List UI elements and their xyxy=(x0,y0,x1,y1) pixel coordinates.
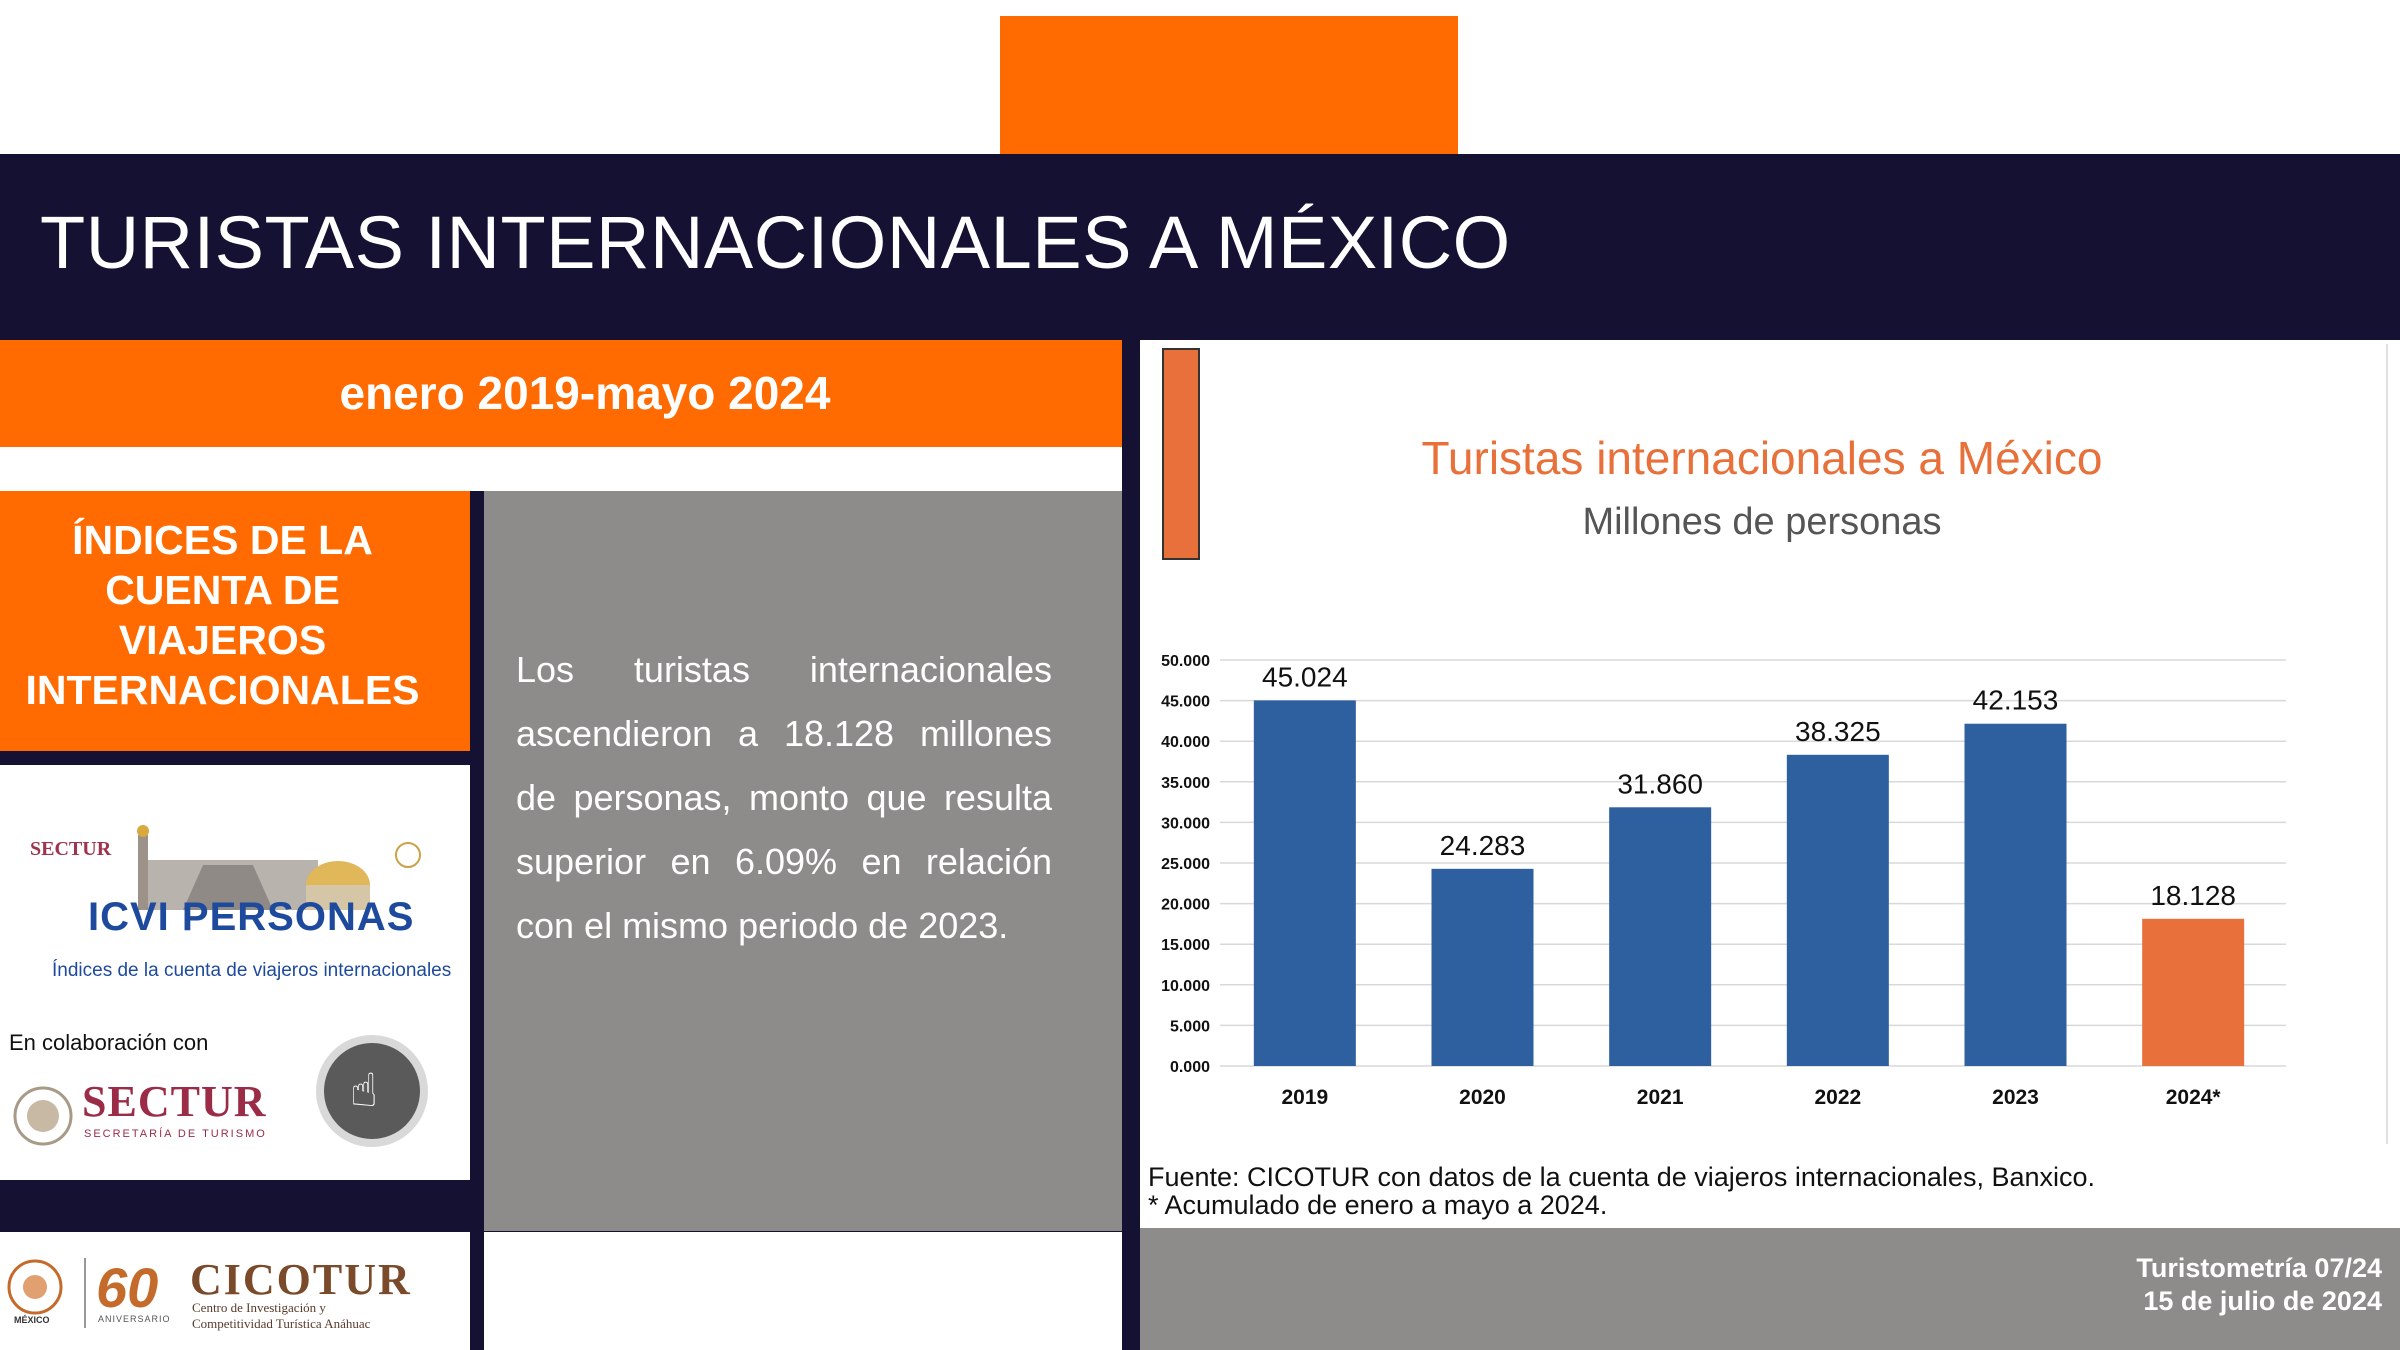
mexico-seal-icon xyxy=(13,1086,73,1146)
period-bar xyxy=(0,340,1122,447)
value-label: 42.153 xyxy=(1973,685,2059,716)
monuments-illustration xyxy=(137,825,421,910)
value-label: 38.325 xyxy=(1795,716,1881,747)
y-tick-label: 50.000 xyxy=(1161,653,1210,670)
summary-panel xyxy=(484,491,1122,1231)
y-tick-label: 35.000 xyxy=(1161,775,1210,792)
footer-info: Turistometría 07/24 15 de julio de 2024 xyxy=(2136,1252,2382,1318)
bottom-spacer xyxy=(484,1232,1122,1350)
summary-text: Los turistas internacionales ascendieron… xyxy=(516,649,1052,946)
sectur-small-logo: SECTUR xyxy=(30,838,112,860)
sectur-logo: SECTUR xyxy=(82,1077,267,1126)
anniversary-label: ANIVERSARIO xyxy=(98,1314,171,1324)
bar-2022 xyxy=(1786,754,1889,1066)
value-label: 45.024 xyxy=(1262,661,1348,692)
bar-chart: Turistas internacionales a México Millon… xyxy=(1161,432,2286,1109)
touch-hand-icon: ☝ xyxy=(350,1064,379,1116)
x-tick-label: 2024* xyxy=(2166,1086,2222,1109)
touch-button[interactable] xyxy=(316,1035,428,1147)
value-label: 31.860 xyxy=(1617,768,1703,799)
x-tick-label: 2023 xyxy=(1992,1086,2039,1109)
y-tick-label: 30.000 xyxy=(1161,815,1210,832)
chart-subtitle: Millones de personas xyxy=(1582,501,1941,543)
footer-bar xyxy=(1140,1228,2400,1350)
chart-accent xyxy=(1162,348,1200,560)
y-tick-label: 40.000 xyxy=(1161,734,1210,751)
logo-divider xyxy=(84,1258,86,1328)
period-label: enero 2019-mayo 2024 xyxy=(339,367,831,419)
bar-2024* xyxy=(2142,918,2245,1066)
x-tick-label: 2022 xyxy=(1814,1086,1861,1109)
sectur-subtitle: SECRETARÍA DE TURISMO xyxy=(84,1128,267,1140)
source-line: Fuente: CICOTUR con datos de la cuenta d… xyxy=(1148,1162,2096,1192)
top-orange-tab xyxy=(1000,16,1458,154)
icvi-subtitle: Índices de la cuenta de viajeros interna… xyxy=(52,960,452,981)
footnote-line: * Acumulado de enero a mayo a 2024. xyxy=(1148,1190,1608,1220)
x-tick-label: 2021 xyxy=(1637,1086,1684,1109)
x-tick-label: 2019 xyxy=(1281,1086,1328,1109)
anahuac-seal-icon xyxy=(7,1259,63,1315)
date-label: 15 de julio de 2024 xyxy=(2143,1286,2382,1316)
y-tick-label: 0.000 xyxy=(1170,1059,1210,1076)
divider-bar xyxy=(1122,340,1140,1350)
y-tick-label: 25.000 xyxy=(1161,856,1210,873)
sixty-anniversary-logo: 60 xyxy=(96,1256,159,1319)
source-note: Fuente: CICOTUR con datos de la cuenta d… xyxy=(1148,1163,2095,1219)
bar-2020 xyxy=(1431,868,1534,1066)
value-label: 18.128 xyxy=(2150,880,2236,911)
x-tick-label: 2020 xyxy=(1459,1086,1506,1109)
y-tick-label: 45.000 xyxy=(1161,694,1210,711)
bar-2021 xyxy=(1609,807,1712,1066)
y-tick-label: 20.000 xyxy=(1161,897,1210,914)
cicotur-subtitle-line1: Centro de Investigación y xyxy=(192,1300,326,1315)
chart-title: Turistas internacionales a México xyxy=(1422,432,2103,484)
y-tick-label: 10.000 xyxy=(1161,978,1210,995)
page-title: TURISTAS INTERNACIONALES A MÉXICO xyxy=(40,201,1511,284)
bar-2023 xyxy=(1964,723,2067,1066)
collaboration-label: En colaboración con xyxy=(9,1030,209,1055)
title-band xyxy=(0,154,2400,340)
spacer xyxy=(0,447,1122,491)
y-tick-label: 5.000 xyxy=(1170,1018,1210,1035)
bar-2019 xyxy=(1253,700,1356,1066)
icvi-title: ÍNDICES DE LA CUENTA DE VIAJEROS INTERNA… xyxy=(25,517,420,713)
cicotur-subtitle-line2: Competitividad Turística Anáhuac xyxy=(192,1316,371,1331)
mexico-label: MÉXICO xyxy=(14,1315,50,1325)
cicotur-subtitle: Centro de Investigación y Competitividad… xyxy=(192,1300,370,1332)
value-label: 24.283 xyxy=(1440,830,1526,861)
cicotur-logo: CICOTUR xyxy=(190,1255,412,1304)
cicotur-panel xyxy=(0,1232,470,1350)
icvi-personas-logo: ICVI PERSONAS xyxy=(88,895,415,939)
y-tick-label: 15.000 xyxy=(1161,937,1210,954)
issue-label: Turistometría 07/24 xyxy=(2136,1253,2382,1283)
icvi-title-box xyxy=(0,491,470,751)
